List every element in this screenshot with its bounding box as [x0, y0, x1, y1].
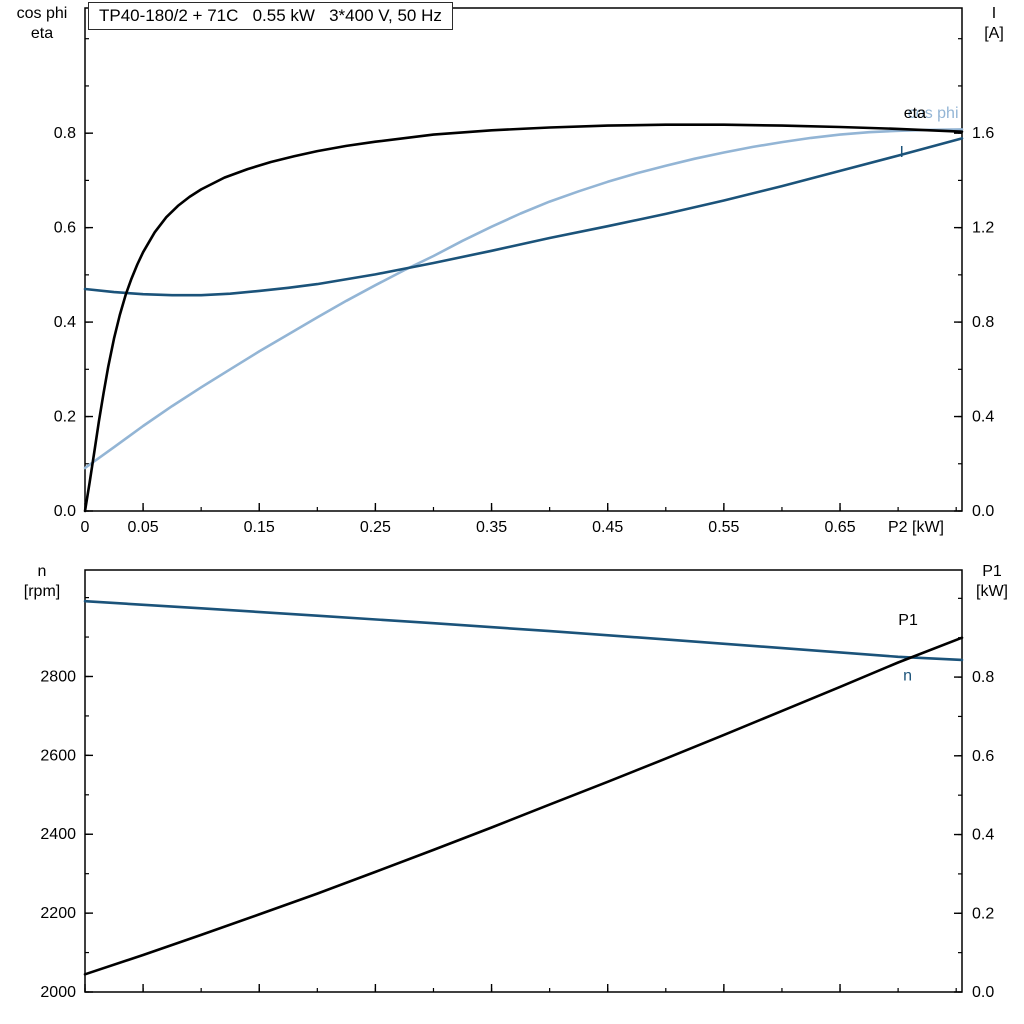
right-tick-label: 0.4: [972, 827, 994, 844]
electrical-curves-curve-cos-phi: [83, 128, 964, 470]
left-tick-label: 0.4: [54, 314, 76, 331]
right-tick-label: 0.8: [972, 314, 994, 331]
left-tick-label: 0.8: [54, 125, 76, 142]
x-tick-label: 0.25: [360, 519, 391, 536]
x-tick-label: 0.15: [244, 519, 275, 536]
right-axis-unit-amps: [A]: [984, 25, 1004, 42]
x-tick-label: 0.35: [476, 519, 507, 536]
left-tick-label: 2000: [40, 984, 76, 1001]
chart-title: TP40-180/2 + 71C 0.55 kW 3*400 V, 50 Hz: [88, 2, 453, 30]
curve-label-n: n: [903, 667, 912, 684]
bottom-right-axis-label: P1 [kW]: [962, 562, 1022, 602]
left-axis-label-eta: eta: [30, 25, 54, 42]
left-axis-label-cos-phi: cos phi: [16, 5, 68, 22]
right-tick-label: 1.2: [972, 220, 994, 237]
right-axis-label-power: P1: [982, 563, 1002, 580]
right-tick-label: 0.8: [972, 669, 994, 686]
right-tick-label: 0.6: [972, 748, 994, 765]
electrical-curves-frame: [84, 7, 963, 512]
x-tick-label: 0.45: [592, 519, 623, 536]
right-tick-label: 0.4: [972, 409, 994, 426]
left-tick-label: 2600: [40, 747, 76, 764]
top-right-axis-label: I [A]: [966, 4, 1022, 44]
left-tick-label: 2800: [40, 668, 76, 685]
right-tick-label: 0.2: [972, 905, 994, 922]
left-tick-label: 2400: [40, 826, 76, 843]
speed-power-curves-curve-P1: [83, 636, 964, 976]
left-tick-label: 0.2: [54, 409, 76, 426]
x-tick-label: 0: [81, 519, 90, 536]
curve-label-P1: P1: [898, 612, 918, 629]
left-tick-label: 2200: [40, 905, 76, 922]
right-tick-label: 0.0: [972, 984, 994, 1001]
speed-power-curves-frame: [84, 569, 963, 993]
left-axis-unit-rpm: [rpm]: [23, 583, 61, 600]
left-axis-label-speed: n: [37, 563, 47, 580]
curve-label-I: I: [899, 144, 903, 161]
x-tick-label: 0.65: [824, 519, 855, 536]
top-left-axis-label: cos phi eta: [2, 4, 82, 44]
left-tick-label: 0.0: [54, 503, 76, 520]
x-tick-label: 0.55: [708, 519, 739, 536]
curve-label-cos-phi: cos phi: [908, 105, 959, 122]
x-axis-title: P2 [kW]: [888, 519, 944, 536]
curve-label-eta: eta: [904, 105, 926, 122]
right-axis-label-current: I: [991, 5, 997, 22]
right-axis-unit-kw: [kW]: [976, 583, 1008, 600]
right-tick-label: 1.6: [972, 125, 994, 142]
speed-power-curves-curve-n: [83, 599, 964, 662]
right-tick-label: 0.0: [972, 503, 994, 520]
bottom-left-axis-label: n [rpm]: [2, 562, 82, 602]
electrical-curves-curve-I: [83, 137, 964, 297]
electrical-curves-curve-eta: [83, 123, 964, 513]
left-tick-label: 0.6: [54, 220, 76, 237]
x-tick-label: 0.05: [128, 519, 159, 536]
